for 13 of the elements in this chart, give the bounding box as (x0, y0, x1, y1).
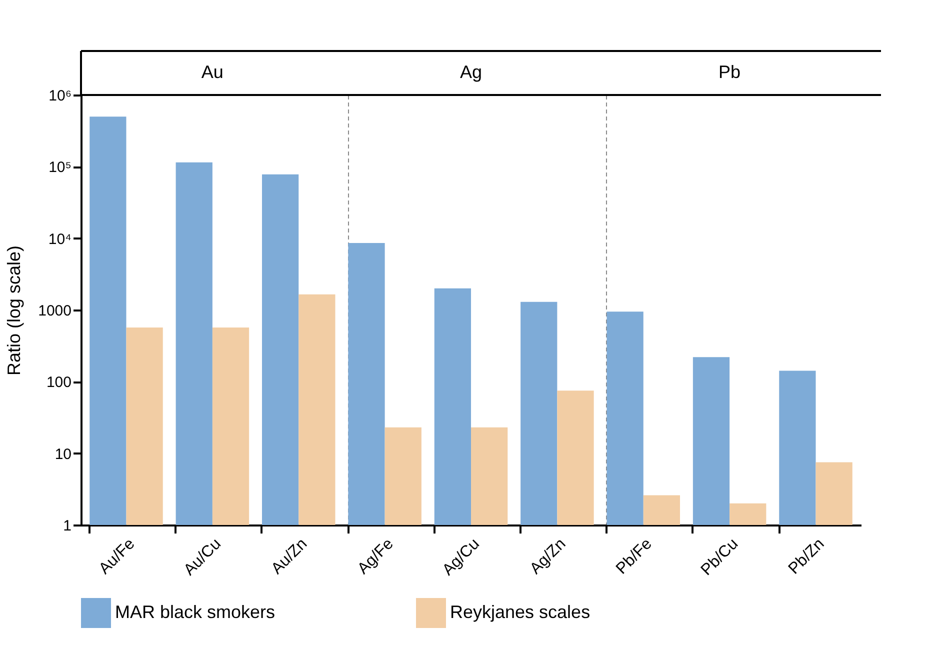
y-tick-label: 10⁶ (48, 88, 72, 104)
y-tick-label: 1 (63, 518, 72, 534)
y-tick-label: 10 (54, 446, 72, 463)
text: Au (201, 62, 224, 82)
y-tick-label: 1000 (38, 302, 72, 320)
y-axis-title: Ratio (log scale) (4, 245, 24, 376)
y-tick-label: 10⁴ (48, 230, 72, 248)
text: Ag (460, 62, 482, 82)
y-tick-label: 100 (46, 374, 72, 392)
y-tick-label: 10⁵ (48, 159, 72, 176)
legend-label: MAR black smokers (115, 602, 276, 622)
text: Pb (718, 62, 741, 82)
legend-label: Reykjanes scales (450, 602, 590, 622)
